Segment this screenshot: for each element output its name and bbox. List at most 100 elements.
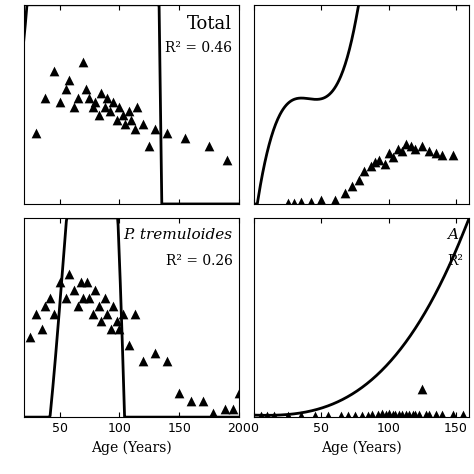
Point	[125, 342, 133, 349]
Point	[205, 143, 213, 150]
Point	[209, 410, 217, 417]
Point	[32, 129, 39, 137]
Point	[95, 302, 103, 310]
Point	[134, 103, 141, 110]
Text: Total: Total	[187, 15, 232, 33]
Point	[389, 411, 396, 419]
Point	[199, 397, 207, 405]
Point	[113, 318, 121, 325]
Point	[381, 160, 388, 168]
Point	[91, 286, 99, 293]
Point	[131, 125, 139, 133]
Point	[419, 143, 426, 150]
Point	[378, 410, 386, 418]
X-axis label: Age (Years): Age (Years)	[91, 440, 172, 455]
Point	[311, 412, 319, 419]
Point	[270, 412, 278, 419]
Point	[402, 140, 410, 148]
Point	[109, 98, 117, 106]
Point	[438, 152, 446, 159]
Point	[164, 357, 171, 365]
Point	[337, 412, 345, 419]
Point	[331, 196, 338, 203]
Point	[86, 294, 93, 301]
Point	[95, 111, 103, 119]
Point	[41, 94, 49, 101]
Point	[264, 412, 271, 419]
Point	[342, 189, 349, 197]
Point	[358, 412, 365, 419]
Point	[109, 302, 117, 310]
Point	[367, 163, 375, 170]
Point	[107, 326, 115, 333]
Point	[405, 411, 412, 419]
Point	[139, 357, 147, 365]
Point	[395, 411, 403, 419]
Point	[104, 94, 111, 101]
Point	[50, 310, 57, 317]
Point	[402, 411, 410, 419]
Point	[425, 411, 433, 419]
Point	[80, 294, 87, 301]
Point	[116, 103, 123, 110]
Point	[382, 411, 390, 419]
Point	[438, 411, 446, 419]
Point	[449, 152, 457, 159]
Point	[409, 411, 417, 419]
Point	[416, 411, 423, 419]
Point	[182, 134, 189, 141]
Point	[121, 120, 129, 128]
Point	[389, 154, 396, 161]
Point	[425, 147, 433, 155]
Point	[86, 94, 93, 101]
Point	[83, 278, 91, 285]
Point	[284, 412, 292, 419]
Point	[365, 412, 372, 419]
Point	[371, 158, 379, 166]
Point	[345, 412, 352, 419]
Point	[89, 310, 97, 317]
Point	[408, 143, 415, 150]
Point	[65, 270, 73, 277]
Point	[62, 85, 69, 92]
Point	[113, 116, 121, 124]
Point	[223, 156, 231, 164]
Point	[257, 412, 264, 419]
Point	[374, 411, 382, 419]
Point	[297, 198, 305, 206]
Point	[131, 310, 139, 317]
Point	[91, 98, 99, 106]
Point	[65, 76, 73, 84]
Point	[229, 405, 237, 413]
Point	[104, 310, 111, 317]
Point	[80, 58, 87, 66]
Point	[449, 411, 457, 419]
Point	[62, 294, 69, 301]
Point	[101, 294, 109, 301]
Point	[32, 310, 39, 317]
Text: R² = 0.26: R² = 0.26	[165, 254, 232, 268]
Point	[46, 294, 54, 301]
Point	[411, 411, 419, 419]
Point	[175, 390, 183, 397]
Point	[432, 149, 439, 157]
Point	[41, 302, 49, 310]
Point	[98, 90, 105, 97]
Point	[70, 103, 78, 110]
Point	[139, 120, 147, 128]
Point	[385, 410, 392, 418]
Point	[74, 302, 82, 310]
Point	[101, 103, 109, 110]
Point	[419, 385, 426, 393]
Text: R² = 0.46: R² = 0.46	[165, 41, 232, 55]
Point	[56, 98, 64, 106]
Point	[369, 411, 376, 419]
Point	[50, 67, 57, 75]
Text: R²: R²	[447, 254, 463, 268]
Point	[307, 198, 314, 206]
Point	[74, 94, 82, 101]
Point	[351, 412, 359, 419]
Point	[70, 286, 78, 293]
Point	[375, 156, 383, 164]
Point	[106, 107, 114, 115]
